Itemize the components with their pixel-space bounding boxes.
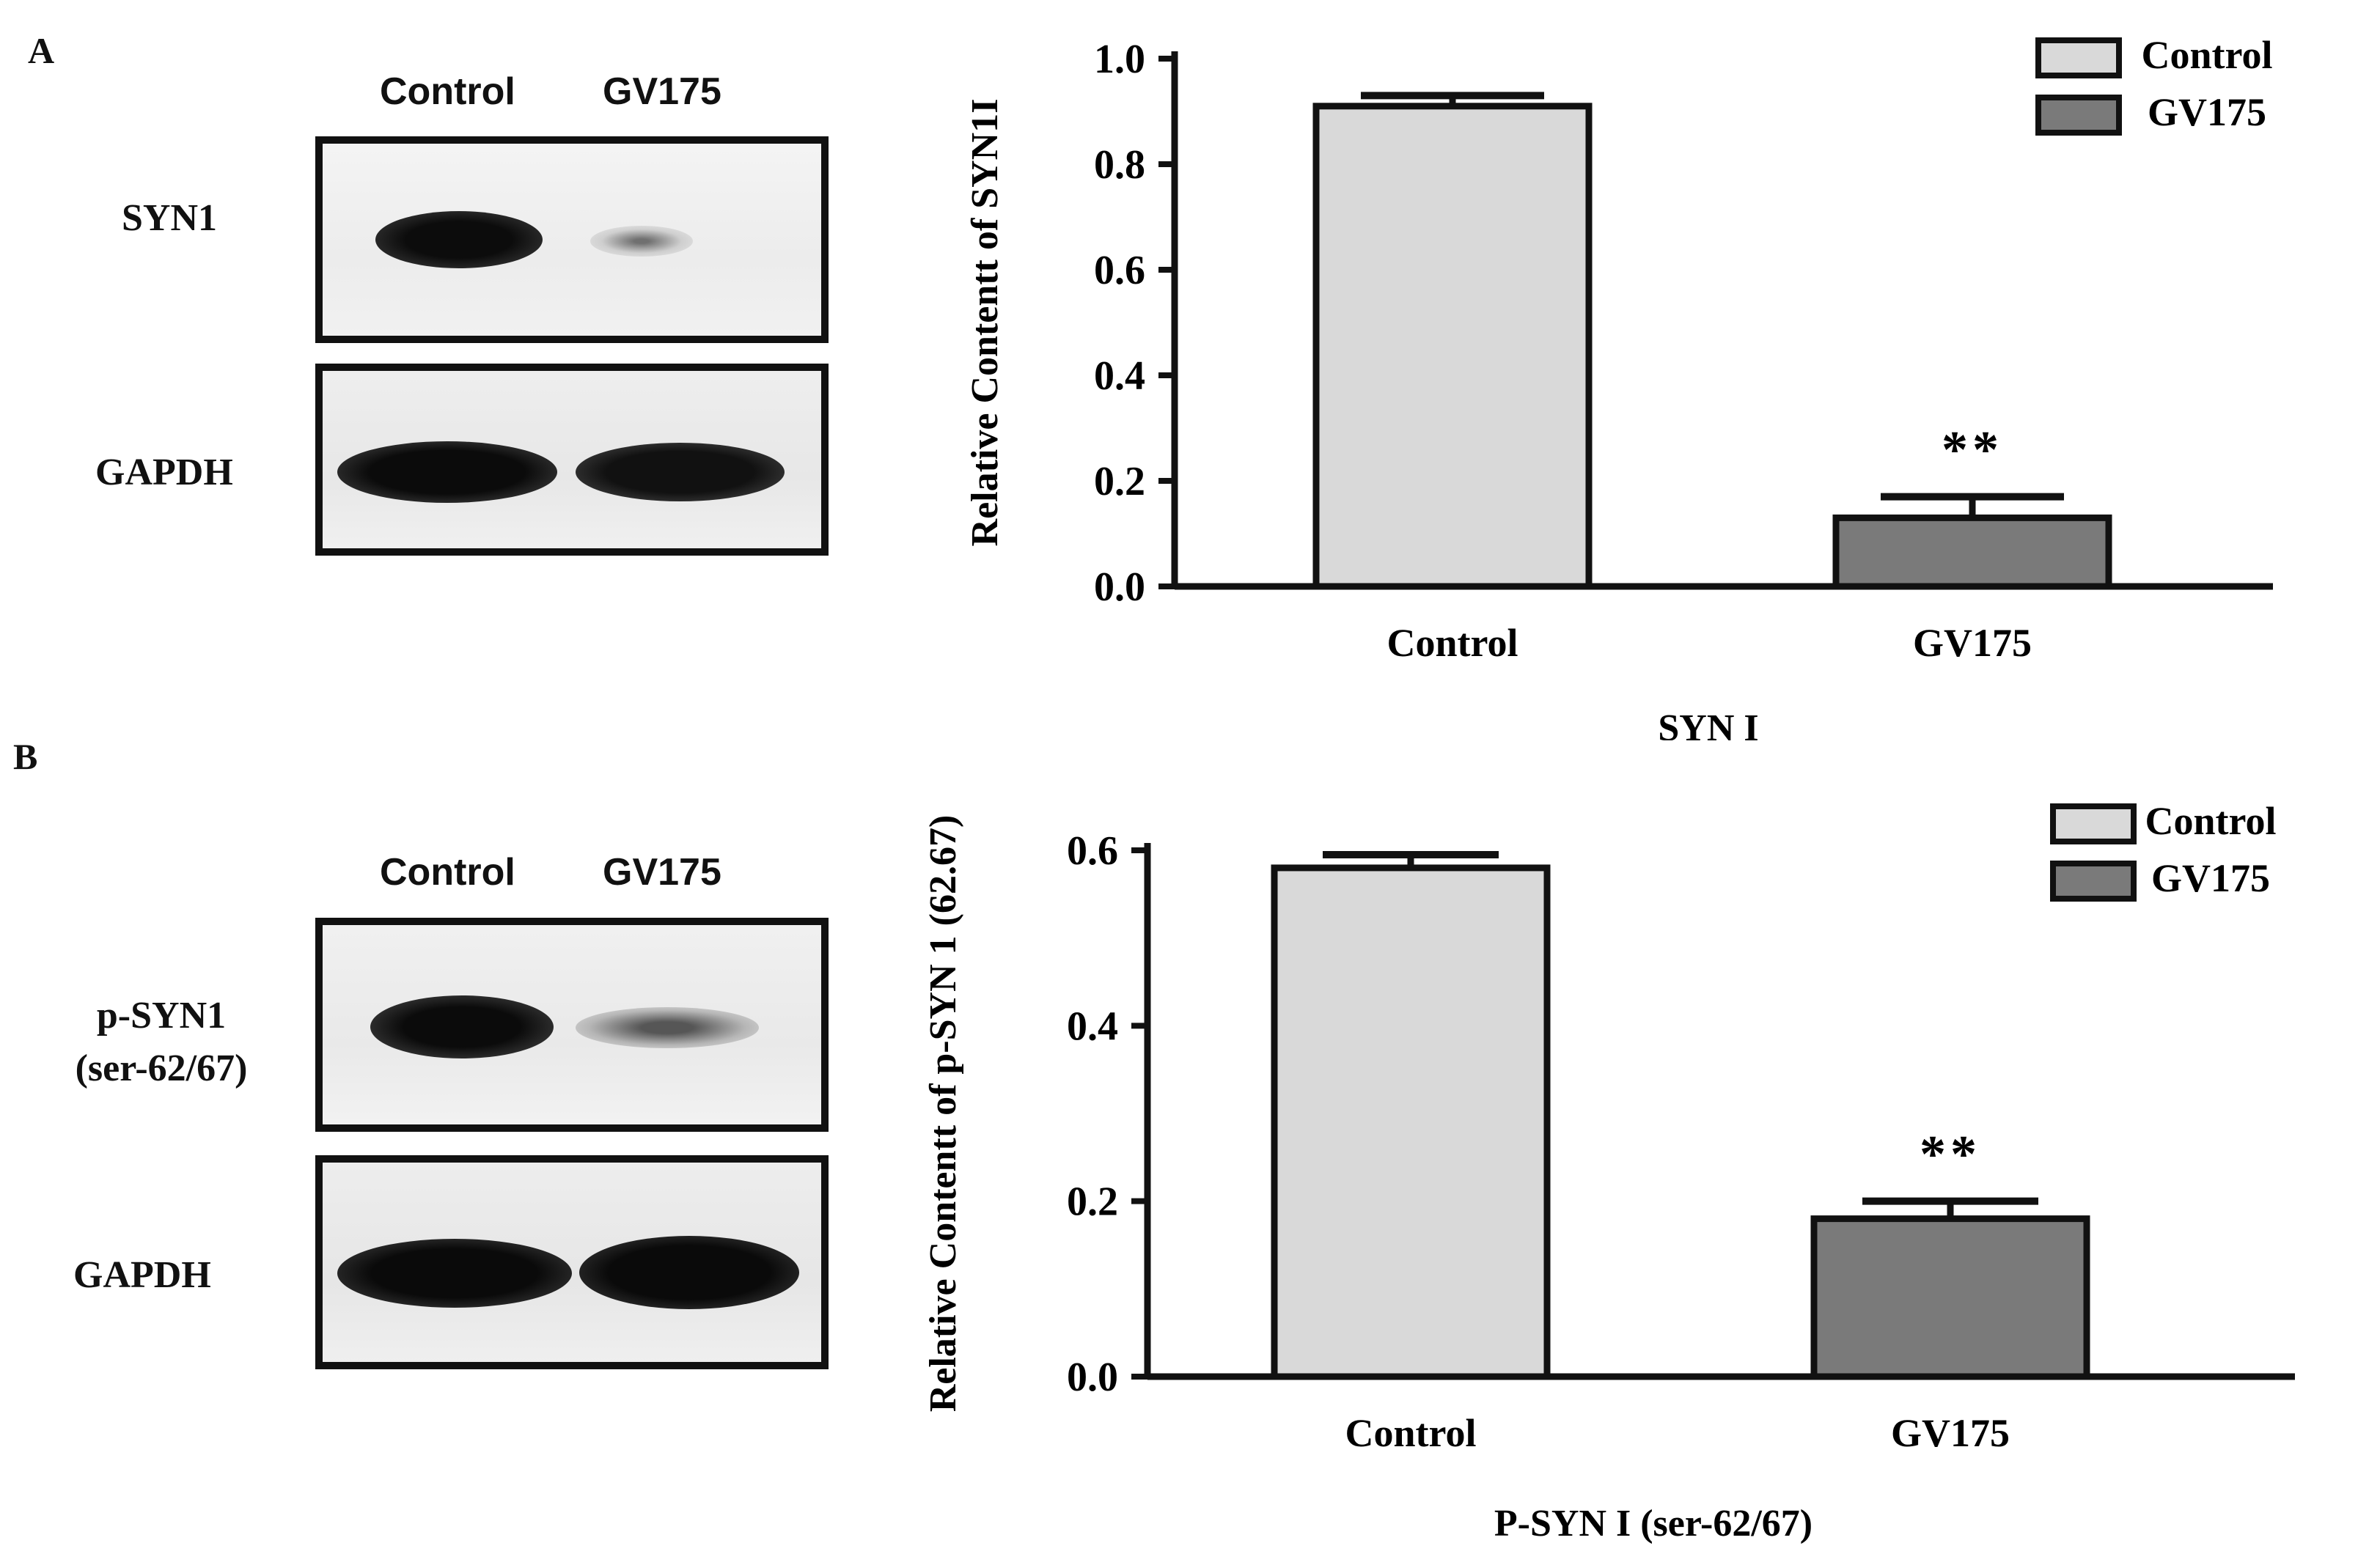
legend-swatch: [2035, 37, 2122, 78]
blot-a-gapdh-membrane: [315, 364, 829, 556]
blot-a-syn1-membrane: [315, 136, 829, 343]
x-tick-label: Control: [1387, 621, 1518, 665]
y-axis-label: Relative Contentt of SYN1I: [964, 99, 1006, 547]
legend-label: GV175: [2151, 856, 2270, 900]
blot-b-row2-label: GAPDH: [73, 1254, 211, 1296]
blot-b-row1-label-line1: p-SYN1: [96, 995, 227, 1036]
bar: [1810, 1215, 2090, 1380]
y-tick-label: 1.0: [1094, 37, 1145, 82]
x-axis-label: SYN I: [1658, 707, 1758, 740]
bar-chart-psyn1: 0.0 0.2 0.4 0.6 Relative Contentt of p-SYN 1…: [922, 799, 2295, 1544]
legend-label: GV175: [2148, 90, 2266, 134]
x-tick-label: Control: [1345, 1411, 1476, 1455]
legend-label: Control: [2141, 33, 2272, 77]
legend-swatch: [2050, 803, 2137, 844]
y-tick-label: 0.4: [1094, 353, 1145, 399]
y-tick-label: 0.8: [1094, 142, 1145, 188]
blot-band: [375, 211, 543, 268]
blot-band: [337, 1239, 572, 1308]
legend-swatch: [2050, 861, 2137, 902]
y-tick-label: 0.0: [1067, 1355, 1118, 1400]
y-tick-label: 0.6: [1067, 828, 1118, 874]
bar: [1832, 514, 2112, 590]
significance-marker: **: [1942, 421, 2003, 479]
blot-b-row1-label: p-SYN1 (ser-62/67): [51, 990, 271, 1095]
y-axis-label: Relative Contentt of p-SYN 1 (62.67): [922, 815, 964, 1413]
significance-marker: **: [1920, 1125, 1981, 1184]
blot-band: [579, 1236, 799, 1309]
bar: [1271, 864, 1551, 1380]
legend-swatch: [2035, 95, 2122, 136]
y-tick-label: 0.0: [1094, 564, 1145, 610]
blot-b-lane-gv175: GV175: [603, 851, 721, 894]
y-tick-label: 0.2: [1067, 1179, 1118, 1225]
panel-letter-b: B: [13, 736, 38, 777]
blot-b-lane-control: Control: [380, 851, 515, 894]
bar: [1312, 103, 1593, 590]
x-tick-label: GV175: [1891, 1411, 2010, 1455]
blot-band: [576, 1007, 759, 1048]
blot-band: [370, 995, 554, 1058]
blot-band: [337, 441, 557, 503]
bar-chart-syn1: 0.0 0.2 0.4 0.6 0.8 1.0 Relative Contentt of S…: [964, 33, 2273, 740]
blot-b-psyn1-membrane: [315, 918, 829, 1132]
panel-letter-a: A: [28, 30, 55, 71]
blot-a-lane-control: Control: [380, 70, 515, 113]
x-axis-label: P-SYN I (ser-62/67): [1494, 1503, 1812, 1544]
blot-b-gapdh-membrane: [315, 1155, 829, 1369]
blot-band: [576, 443, 785, 501]
blot-a-row2-label: GAPDH: [95, 452, 233, 493]
x-tick-label: GV175: [1913, 621, 2032, 665]
blot-band: [590, 226, 693, 257]
blot-b-row1-label-line2: (ser-62/67): [75, 1047, 248, 1089]
legend-label: Control: [2145, 799, 2276, 843]
blot-a-row1-label: SYN1: [122, 197, 218, 239]
y-tick-label: 0.6: [1094, 248, 1145, 293]
blot-a-lane-gv175: GV175: [603, 70, 721, 113]
y-tick-label: 0.4: [1067, 1004, 1118, 1049]
y-tick-label: 0.2: [1094, 459, 1145, 504]
